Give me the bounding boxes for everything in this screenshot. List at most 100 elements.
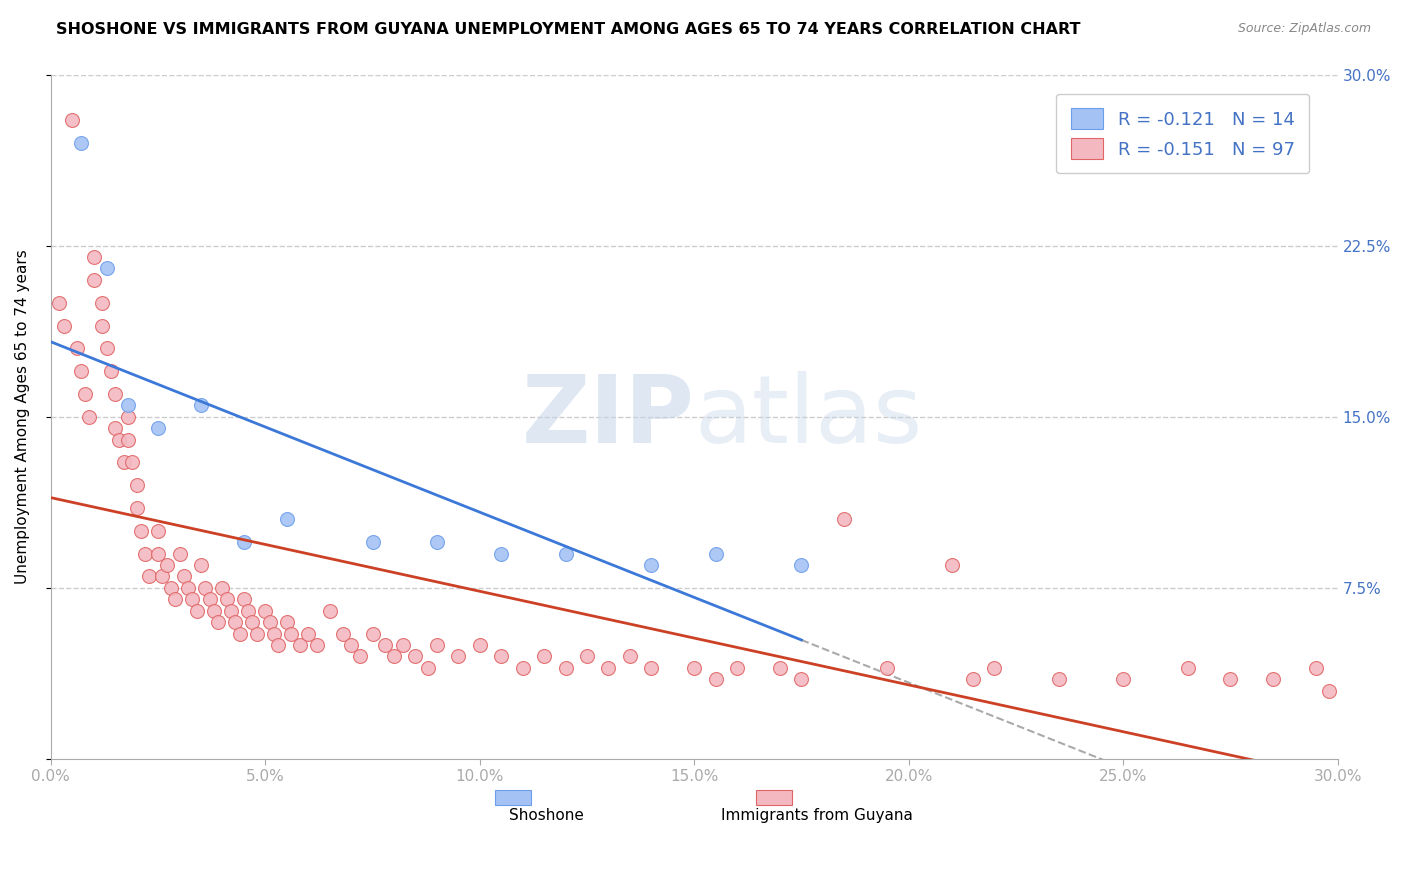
- Point: [640, 558, 662, 573]
- Point: [391, 638, 413, 652]
- Point: [280, 626, 302, 640]
- Point: [228, 626, 250, 640]
- Point: [554, 661, 576, 675]
- Point: [246, 626, 269, 640]
- Point: [125, 501, 148, 516]
- Point: [1047, 672, 1070, 686]
- Point: [489, 547, 512, 561]
- Text: atlas: atlas: [695, 371, 922, 463]
- Point: [100, 364, 122, 378]
- Point: [232, 592, 254, 607]
- Point: [941, 558, 963, 573]
- Point: [790, 558, 813, 573]
- Point: [224, 615, 246, 629]
- Point: [876, 661, 898, 675]
- Point: [160, 581, 183, 595]
- Point: [121, 455, 143, 469]
- Point: [575, 649, 598, 664]
- Y-axis label: Unemployment Among Ages 65 to 74 years: Unemployment Among Ages 65 to 74 years: [15, 250, 30, 584]
- Point: [156, 558, 179, 573]
- Point: [983, 661, 1005, 675]
- Point: [150, 569, 173, 583]
- Text: Immigrants from Guyana: Immigrants from Guyana: [720, 808, 912, 823]
- Point: [489, 649, 512, 664]
- Point: [190, 558, 212, 573]
- Point: [173, 569, 195, 583]
- Point: [165, 592, 187, 607]
- Text: SHOSHONE VS IMMIGRANTS FROM GUYANA UNEMPLOYMENT AMONG AGES 65 TO 74 YEARS CORREL: SHOSHONE VS IMMIGRANTS FROM GUYANA UNEMP…: [56, 22, 1081, 37]
- Point: [834, 512, 856, 526]
- Point: [112, 455, 135, 469]
- Point: [297, 626, 319, 640]
- Point: [202, 604, 225, 618]
- Point: [117, 409, 139, 424]
- Point: [242, 615, 264, 629]
- Point: [70, 364, 93, 378]
- Point: [75, 387, 97, 401]
- Point: [232, 535, 254, 549]
- Point: [1112, 672, 1135, 686]
- Point: [96, 341, 118, 355]
- Bar: [495, 789, 531, 805]
- Point: [83, 273, 105, 287]
- Point: [48, 295, 70, 310]
- Point: [117, 433, 139, 447]
- Point: [190, 398, 212, 412]
- Point: [340, 638, 363, 652]
- Point: [52, 318, 75, 333]
- Point: [276, 512, 298, 526]
- Point: [468, 638, 491, 652]
- Point: [181, 592, 204, 607]
- Point: [146, 524, 169, 538]
- Point: [332, 626, 354, 640]
- Point: [1177, 661, 1199, 675]
- Point: [318, 604, 340, 618]
- Point: [65, 341, 87, 355]
- Point: [276, 615, 298, 629]
- Point: [215, 592, 238, 607]
- Point: [426, 535, 449, 549]
- Point: [146, 547, 169, 561]
- Point: [83, 250, 105, 264]
- Point: [91, 318, 114, 333]
- Point: [683, 661, 706, 675]
- Point: [236, 604, 259, 618]
- Point: [418, 661, 440, 675]
- Point: [305, 638, 328, 652]
- Point: [108, 433, 131, 447]
- Text: Source: ZipAtlas.com: Source: ZipAtlas.com: [1237, 22, 1371, 36]
- Point: [129, 524, 152, 538]
- Point: [704, 672, 727, 686]
- Point: [361, 535, 384, 549]
- Point: [104, 387, 127, 401]
- Point: [533, 649, 555, 664]
- Point: [512, 661, 534, 675]
- Point: [263, 626, 285, 640]
- Point: [198, 592, 221, 607]
- Point: [769, 661, 792, 675]
- Point: [598, 661, 620, 675]
- Point: [1219, 672, 1241, 686]
- Point: [447, 649, 470, 664]
- Point: [619, 649, 641, 664]
- Bar: [756, 789, 792, 805]
- Text: Shoshone: Shoshone: [509, 808, 583, 823]
- Point: [96, 261, 118, 276]
- Point: [79, 409, 101, 424]
- Legend: R = -0.121   N = 14, R = -0.151   N = 97: R = -0.121 N = 14, R = -0.151 N = 97: [1056, 94, 1309, 173]
- Point: [790, 672, 813, 686]
- Point: [361, 626, 384, 640]
- Point: [207, 615, 229, 629]
- Point: [177, 581, 200, 595]
- Point: [138, 569, 160, 583]
- Point: [404, 649, 426, 664]
- Point: [1317, 683, 1340, 698]
- Point: [186, 604, 208, 618]
- Point: [554, 547, 576, 561]
- Point: [267, 638, 290, 652]
- Point: [704, 547, 727, 561]
- Point: [104, 421, 127, 435]
- Point: [146, 421, 169, 435]
- Point: [125, 478, 148, 492]
- Point: [60, 113, 83, 128]
